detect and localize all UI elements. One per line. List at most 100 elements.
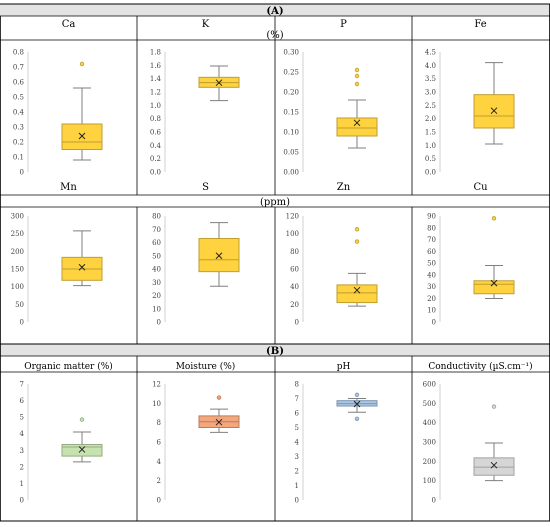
chart-panel-6: S 0 10 20 30 40 50 60 70 80 [152, 182, 240, 327]
y-tick-label: 10 [152, 400, 161, 408]
y-tick-label: 0.5 [13, 94, 24, 102]
iqr-box [336, 117, 378, 137]
y-tick-label: 100 [286, 230, 299, 238]
mean-marker [490, 461, 498, 469]
y-tick-label: 0.25 [283, 69, 299, 77]
y-tick-label: 50 [15, 301, 24, 309]
mean-marker [78, 446, 86, 453]
y-tick-label: 0 [295, 319, 299, 327]
y-tick-label: 7 [295, 395, 299, 403]
y-tick-label: 3 [295, 453, 299, 461]
iqr-box [61, 123, 103, 150]
outlier-point [216, 395, 222, 400]
y-tick-label: 0.30 [283, 49, 299, 57]
chart-title: Zn [337, 182, 351, 193]
y-tick-label: 1.5 [425, 129, 436, 137]
y-tick-label: 1.0 [150, 102, 161, 110]
chart-panel-3: P 0.00 0.05 0.10 0.15 0.20 0.25 0.30 [283, 19, 378, 177]
y-tick-label: 2.0 [425, 115, 436, 123]
y-tick-label: 6 [20, 397, 25, 405]
chart-panel-2: K 0.0 0.2 0.4 0.6 0.8 1.0 1.2 1.4 1.6 1.8 [150, 19, 240, 177]
chart-title: S [202, 182, 209, 193]
chart-title: P [340, 19, 347, 30]
outlier-point [491, 216, 497, 221]
y-tick-label: 1.2 [150, 89, 161, 97]
y-tick-label: 8 [157, 419, 161, 427]
y-tick-label: 400 [423, 419, 436, 427]
y-tick-label: 120 [286, 213, 299, 221]
y-tick-label: 50 [152, 252, 161, 260]
y-tick-label: 0.00 [283, 169, 299, 177]
mean-marker [215, 252, 223, 260]
y-tick-label: 0.20 [283, 89, 299, 97]
unit-label-ppm: (ppm) [260, 197, 290, 208]
chart-panels: Ca 0 0.1 0.2 0.3 0.4 0.5 0.6 0.7 0.8 K 0.0 0.2 0.4 0.6… [11, 19, 533, 505]
y-tick-label: 3.5 [425, 75, 436, 83]
y-tick-label: 0.7 [13, 64, 24, 72]
chart-panel-5: Mn 0 50 100 150 200 250 300 [11, 182, 103, 327]
y-tick-label: 300 [423, 439, 436, 447]
chart-panel-4: Fe 0.0 0.5 1.0 1.5 2.0 2.5 3.0 3.5 4.0 4.5 [425, 19, 515, 177]
y-tick-label: 0 [295, 497, 299, 505]
y-tick-label: 0.1 [13, 154, 24, 162]
y-tick-label: 80 [290, 248, 299, 256]
y-tick-label: 0 [157, 497, 161, 505]
iqr-box [473, 457, 515, 476]
y-tick-label: 40 [152, 266, 161, 274]
iqr-box [61, 443, 103, 457]
y-tick-label: 5 [20, 414, 24, 422]
mean-marker [215, 79, 223, 87]
mean-marker [78, 132, 86, 140]
chart-panel-8: Cu 0 10 20 30 40 50 60 70 80 90 [427, 182, 515, 327]
y-tick-label: 12 [152, 381, 161, 389]
y-tick-label: 4.0 [425, 62, 436, 70]
chart-title: Moisture (%) [176, 361, 236, 372]
mean-marker [353, 400, 361, 408]
chart-title: Ca [62, 19, 76, 30]
y-tick-label: 0 [20, 169, 24, 177]
mean-marker [490, 107, 498, 115]
y-tick-label: 4.5 [425, 49, 436, 57]
mean-marker [353, 119, 361, 127]
y-tick-label: 200 [423, 458, 436, 466]
y-tick-label: 20 [290, 301, 299, 309]
y-tick-label: 10 [152, 305, 161, 313]
outlier-point [354, 239, 360, 244]
outlier-point [354, 416, 360, 421]
y-tick-label: 80 [427, 224, 436, 232]
y-tick-label: 0.3 [13, 124, 24, 132]
y-tick-label: 4 [20, 430, 25, 438]
y-tick-label: 4 [157, 458, 162, 466]
mean-marker [78, 263, 86, 271]
y-tick-label: 6 [295, 410, 300, 418]
y-tick-label: 0.8 [150, 115, 161, 123]
chart-panel-1: Ca 0 0.1 0.2 0.3 0.4 0.5 0.6 0.7 0.8 [13, 19, 103, 177]
y-tick-label: 30 [152, 279, 161, 287]
y-tick-label: 250 [11, 230, 24, 238]
chart-title: Mn [60, 182, 77, 193]
iqr-box [336, 284, 378, 304]
y-tick-label: 2 [20, 463, 24, 471]
chart-panel-9: Organic matter (%) 0 1 2 3 4 5 6 7 [20, 361, 113, 505]
y-tick-label: 0.10 [283, 129, 299, 137]
y-tick-label: 2 [295, 468, 299, 476]
outlier-point [354, 73, 360, 79]
y-tick-label: 0 [157, 319, 161, 327]
y-tick-label: 10 [427, 307, 436, 315]
y-tick-label: 80 [152, 213, 161, 221]
section-a-label: (A) [266, 6, 283, 17]
y-tick-label: 200 [11, 248, 24, 256]
y-tick-label: 70 [152, 226, 161, 234]
y-tick-label: 20 [427, 295, 436, 303]
y-tick-label: 1.8 [150, 49, 161, 57]
y-tick-label: 60 [290, 266, 299, 274]
y-tick-label: 0 [20, 497, 24, 505]
y-tick-label: 500 [423, 400, 436, 408]
chart-panel-11: pH 0 1 2 3 4 5 6 7 8 [295, 362, 378, 505]
y-tick-label: 1.6 [150, 62, 162, 70]
y-tick-label: 3.0 [425, 89, 436, 97]
y-tick-label: 5 [295, 424, 299, 432]
y-tick-label: 30 [427, 283, 436, 291]
chart-title: K [202, 19, 210, 30]
